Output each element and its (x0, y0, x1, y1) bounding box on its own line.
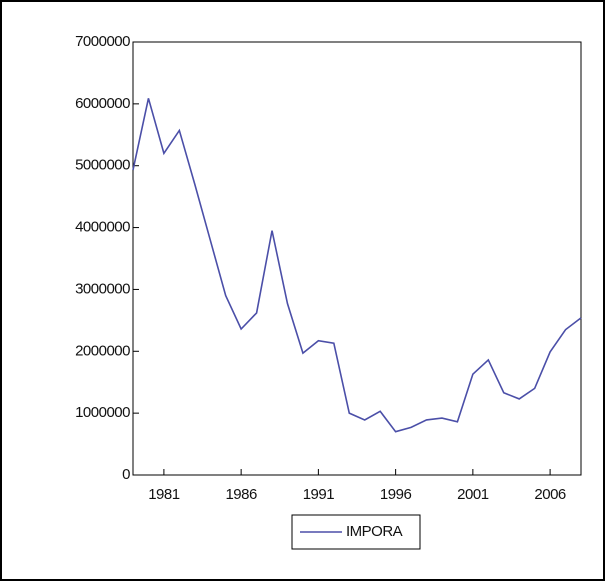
y-tick-label: 5000000 (75, 157, 130, 174)
x-tick-label: 2006 (534, 486, 566, 503)
plot-area (132, 41, 582, 476)
x-tick-label: 1991 (303, 486, 335, 503)
y-tick-label: 0 (122, 466, 130, 483)
y-tick-label: 2000000 (75, 342, 130, 359)
y-tick-label: 3000000 (75, 280, 130, 297)
x-tick-label: 1986 (225, 486, 257, 503)
y-tick-label: 1000000 (75, 404, 130, 421)
x-tick-label: 1981 (148, 486, 180, 503)
y-tick-label: 7000000 (75, 33, 130, 50)
legend-label: IMPORA (346, 523, 403, 540)
x-tick-label: 2001 (457, 486, 489, 503)
y-tick-label: 6000000 (75, 95, 130, 112)
series-line (132, 98, 582, 433)
x-tick-label: 1996 (380, 486, 412, 503)
y-tick-label: 4000000 (75, 219, 130, 236)
